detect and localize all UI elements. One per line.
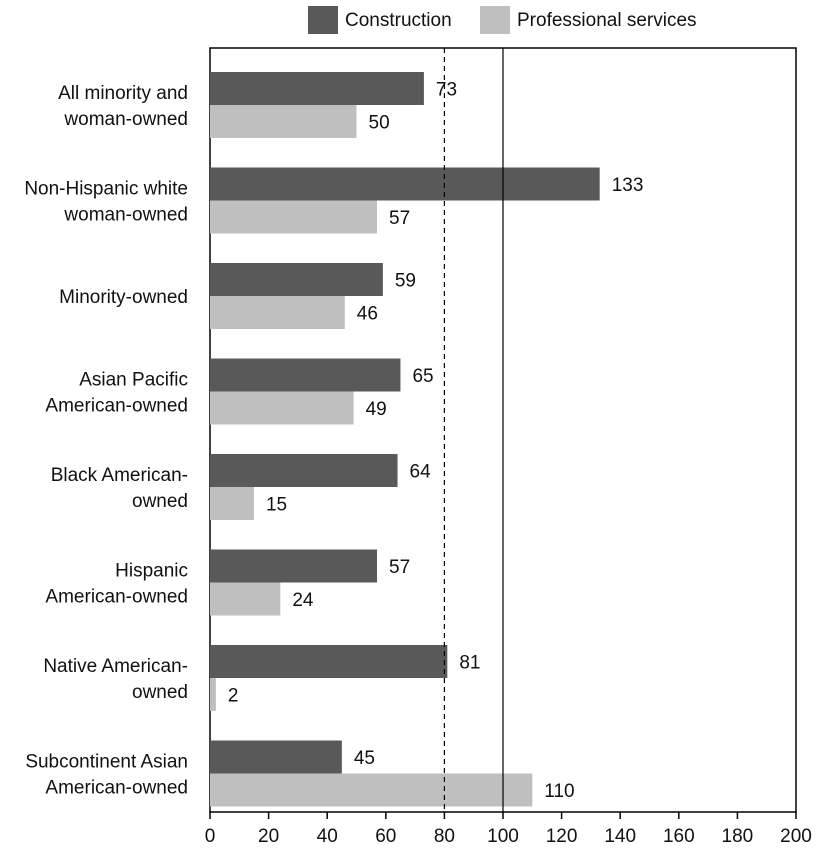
x-tick-label-100: 100 xyxy=(487,826,519,847)
bar-construction-3 xyxy=(210,358,401,392)
bar-professional-services-1 xyxy=(210,200,378,234)
x-tick-label-160: 160 xyxy=(663,826,695,847)
category-label-0: woman-owned xyxy=(63,109,188,130)
data-label-construction-3: 65 xyxy=(412,366,433,387)
x-tick-label-80: 80 xyxy=(434,826,455,847)
category-label-3: American-owned xyxy=(45,396,188,417)
category-label-1: woman-owned xyxy=(63,205,188,226)
bar-professional-services-0 xyxy=(210,105,357,138)
data-label-construction-7: 45 xyxy=(354,748,375,769)
category-label-4: owned xyxy=(132,491,188,512)
data-label-professional-services-2: 46 xyxy=(357,304,378,325)
data-label-construction-1: 133 xyxy=(612,175,644,196)
bar-professional-services-6 xyxy=(210,678,216,711)
x-tick-label-60: 60 xyxy=(375,826,396,847)
category-label-2: Minority-owned xyxy=(59,287,188,308)
data-label-construction-4: 64 xyxy=(410,462,432,483)
category-label-5: American-owned xyxy=(45,587,188,608)
bar-construction-1 xyxy=(210,167,600,201)
bar-construction-4 xyxy=(210,454,398,487)
x-tick-label-0: 0 xyxy=(205,826,216,847)
bar-construction-2 xyxy=(210,263,383,296)
bar-professional-services-5 xyxy=(210,582,281,616)
category-label-6: owned xyxy=(132,682,188,703)
category-label-5: Hispanic xyxy=(115,561,188,582)
data-label-construction-6: 81 xyxy=(459,653,480,674)
bar-professional-services-4 xyxy=(210,487,254,520)
bar-professional-services-3 xyxy=(210,391,354,425)
bar-professional-services-2 xyxy=(210,296,345,329)
x-tick-label-120: 120 xyxy=(546,826,578,847)
x-tick-label-140: 140 xyxy=(604,826,636,847)
data-label-construction-5: 57 xyxy=(389,557,410,578)
category-label-3: Asian Pacific xyxy=(79,370,188,391)
data-label-professional-services-5: 24 xyxy=(292,590,314,611)
bar-construction-5 xyxy=(210,549,378,583)
category-label-1: Non-Hispanic white xyxy=(24,179,188,200)
x-tick-label-40: 40 xyxy=(317,826,338,847)
category-label-6: Native American- xyxy=(43,656,188,677)
legend-swatch-construction xyxy=(308,6,338,34)
bar-construction-6 xyxy=(210,645,448,678)
bar-construction-0 xyxy=(210,72,424,105)
category-label-0: All minority and xyxy=(58,83,188,104)
data-label-professional-services-3: 49 xyxy=(366,399,387,420)
legend: Construction Professional services xyxy=(308,6,697,34)
data-label-professional-services-1: 57 xyxy=(389,208,410,229)
data-label-professional-services-6: 2 xyxy=(228,686,239,707)
plot-area: 73 50 All minority and woman-owned 133 57 Non-… xyxy=(24,47,812,847)
legend-label-professional-services: Professional services xyxy=(517,10,697,31)
x-tick-label-180: 180 xyxy=(722,826,754,847)
data-label-construction-0: 73 xyxy=(436,80,457,101)
category-label-7: Subcontinent Asian xyxy=(25,752,188,773)
category-label-4: Black American- xyxy=(51,465,188,486)
x-tick-label-20: 20 xyxy=(258,826,279,847)
data-label-construction-2: 59 xyxy=(395,271,416,292)
data-label-professional-services-7: 110 xyxy=(544,781,574,802)
data-label-professional-services-0: 50 xyxy=(369,113,390,134)
legend-label-construction: Construction xyxy=(345,10,452,31)
data-label-professional-services-4: 15 xyxy=(266,495,287,516)
bar-construction-7 xyxy=(210,740,342,774)
bar-professional-services-7 xyxy=(210,773,533,807)
category-label-7: American-owned xyxy=(45,778,188,799)
x-tick-label-200: 200 xyxy=(780,826,812,847)
legend-swatch-professional-services xyxy=(480,6,510,34)
